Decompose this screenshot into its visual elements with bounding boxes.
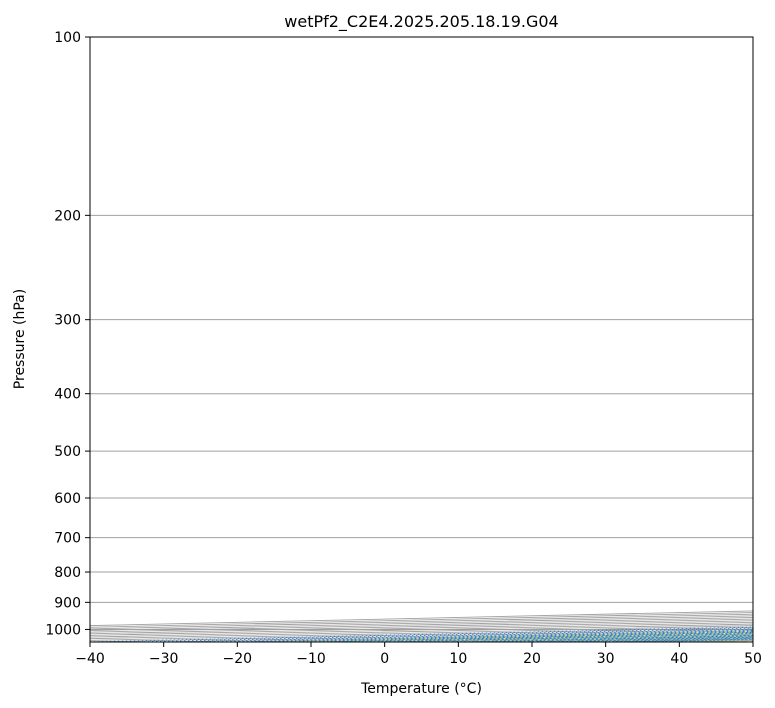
x-tick-label: 50 (744, 651, 762, 667)
y-tick-label: 100 (54, 30, 81, 46)
plot-frame (89, 36, 754, 643)
x-tick-label: −10 (296, 651, 326, 667)
y-tick-label: 300 (54, 313, 81, 329)
x-tick-label: −40 (75, 651, 105, 667)
y-tick-label: 400 (54, 387, 81, 403)
y-tick-label: 1000 (45, 622, 81, 638)
x-tick-label: −20 (223, 651, 253, 667)
y-tick-label: 200 (54, 208, 81, 224)
x-tick-label: 20 (523, 651, 541, 667)
y-tick-label: 800 (54, 565, 81, 581)
y-axis-label: Pressure (hPa) (12, 289, 28, 389)
background-lines (90, 37, 753, 642)
y-tick-label: 700 (54, 531, 81, 547)
chart-title: wetPf2_C2E4.2025.205.18.19.G04 (284, 12, 558, 32)
x-tick-label: 0 (380, 651, 389, 667)
y-axis: 100 200 300 400 500 600 700 800 900 1000 (45, 30, 90, 638)
x-tick-label: 10 (449, 651, 467, 667)
y-tick-label: 900 (54, 595, 81, 611)
y-tick-label: 600 (54, 491, 81, 507)
x-tick-label: 30 (597, 651, 615, 667)
y-tick-label: 500 (54, 444, 81, 460)
x-axis: −40 −30 −20 −10 0 10 20 30 40 50 (75, 642, 762, 667)
x-axis-label: Temperature (°C) (360, 681, 482, 697)
x-tick-label: 40 (670, 651, 688, 667)
x-tick-label: −30 (149, 651, 179, 667)
